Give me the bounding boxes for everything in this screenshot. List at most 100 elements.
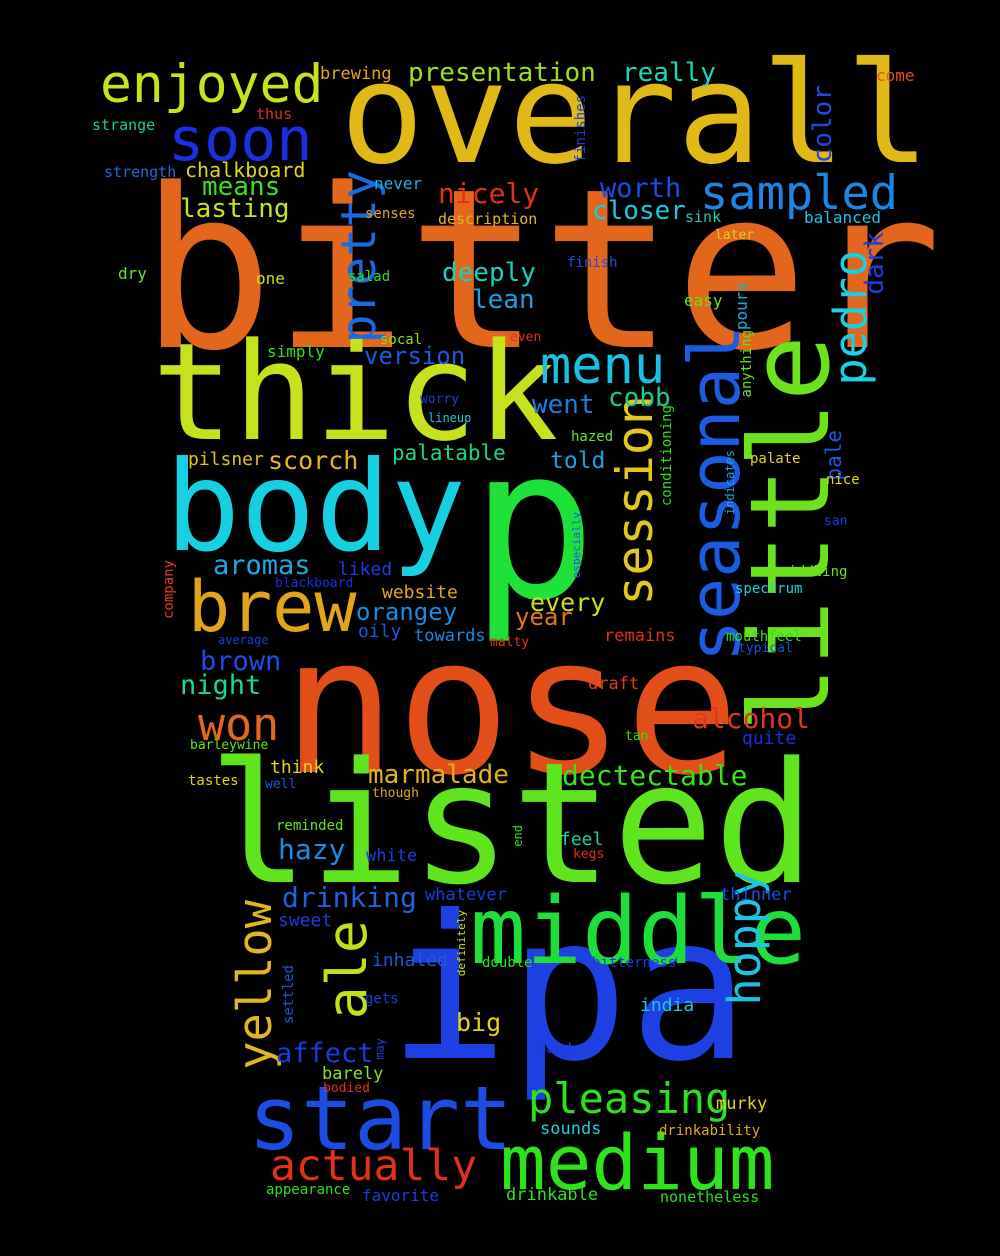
word-hand: hand (538, 1041, 572, 1057)
word-deeply: deeply (442, 258, 536, 288)
word-pretty: pretty (331, 170, 387, 344)
word-nice: nice (826, 472, 860, 488)
word-hazy: hazy (278, 833, 346, 866)
word-alcohol: alcohol (692, 702, 811, 735)
word-menu: menu (540, 336, 666, 396)
word-strange: strange (92, 116, 156, 134)
word-salad: salad (348, 269, 391, 285)
word-went: went (532, 390, 595, 420)
word-enjoyed: enjoyed (100, 54, 324, 115)
word-won: won (198, 698, 280, 751)
word-conditioning: conditioning (659, 405, 675, 507)
word-cobb: cobb (608, 383, 671, 413)
word-reminded: reminded (276, 818, 344, 834)
word-pilsner: pilsner (188, 449, 264, 470)
word-sink: sink (685, 208, 722, 226)
word-double: double (482, 955, 533, 971)
word-medium: medium (500, 1118, 775, 1207)
word-version: version (364, 342, 466, 370)
word-body: body (165, 435, 467, 580)
word-color: color (808, 85, 838, 164)
word-finishes: finishes (573, 95, 589, 163)
word-year: year (515, 603, 573, 631)
word-simply: simply (267, 342, 325, 361)
word-white: white (366, 846, 418, 866)
word-palatable: palatable (392, 441, 506, 465)
word-palate: palate (750, 451, 801, 467)
word-middling: middling (780, 564, 848, 580)
word-means: means (202, 172, 281, 202)
word-tan: tan (625, 729, 649, 744)
word-towards: towards (414, 626, 486, 646)
word-come: come (876, 66, 915, 85)
word-settled: settled (281, 965, 297, 1025)
word-hazed: hazed (571, 429, 614, 445)
word-listed: listed (208, 726, 815, 922)
word-presentation: presentation (408, 58, 596, 88)
word-sampled: sampled (700, 166, 899, 221)
word-bitterness: bitterness (592, 955, 677, 971)
word-drinking: drinking (282, 881, 417, 914)
word-affect: affect (276, 1038, 374, 1069)
word-dectectable: dectectable (562, 759, 748, 792)
word-quite: quite (742, 728, 797, 749)
word-website: website (382, 582, 458, 603)
word-end: end (511, 825, 525, 847)
word-kegs: kegs (573, 847, 605, 862)
word-pleasing: pleasing (528, 1074, 731, 1123)
word-later: later (715, 228, 755, 243)
word-one: one (256, 269, 285, 288)
word-easy: easy (684, 291, 723, 310)
word-sweet: sweet (278, 910, 333, 931)
word-senses: senses (365, 206, 416, 222)
word-even: even (510, 330, 542, 345)
word-socal: socal (380, 332, 423, 348)
word-brown: brown (200, 646, 282, 677)
word-murky: murky (716, 1094, 768, 1114)
word-thick: thick (152, 314, 559, 471)
word-session: session (606, 395, 664, 606)
word-favorite: favorite (362, 1186, 440, 1205)
word-well: well (265, 777, 297, 792)
word-oily: oily (358, 621, 402, 642)
word-chalkboard: chalkboard (185, 158, 306, 182)
word-nonetheless: nonetheless (660, 1188, 760, 1206)
word-lean: lean (472, 285, 535, 315)
word-gets: gets (365, 991, 399, 1007)
word-worry: worry (420, 392, 460, 407)
word-typical: typical (738, 641, 793, 656)
word-bodied: bodied (323, 1081, 370, 1096)
word-lasting: lasting (180, 194, 290, 224)
word-brewing: brewing (320, 64, 392, 84)
word-yellow: yellow (228, 900, 283, 1070)
word-balanced: balanced (804, 208, 882, 227)
word-marmalade: marmalade (368, 760, 509, 790)
word-finish: finish (567, 255, 618, 271)
word-start: start (248, 1067, 513, 1170)
word-description: description (438, 210, 538, 228)
word-actually: actually (270, 1141, 478, 1191)
word-night: night (180, 670, 262, 701)
word-scorch: scorch (268, 446, 359, 475)
word-think: think (270, 757, 325, 778)
word-thus: thus (256, 105, 293, 123)
word-nicely: nicely (438, 177, 540, 210)
word-ipa: ipa (388, 873, 750, 1106)
word-though: though (372, 786, 419, 801)
word-liked: liked (338, 559, 393, 580)
word-really: really (622, 58, 716, 88)
word-san: san (824, 514, 848, 529)
word-feel: feel (560, 829, 604, 850)
word-anything: anything (739, 330, 755, 398)
word-especially: especially (570, 512, 583, 579)
word-remains: remains (604, 626, 676, 646)
word-orangey: orangey (356, 598, 458, 626)
word-appearance: appearance (266, 1182, 351, 1198)
word-middle: middle (470, 877, 806, 985)
word-tastes: tastes (188, 773, 239, 789)
word-worth: worth (600, 173, 682, 204)
word-mouthfeel: mouthfeel (726, 629, 802, 645)
word-dark: dark (860, 232, 890, 295)
word-drinkable: drinkable (506, 1185, 599, 1205)
word-aromas: aromas (213, 550, 311, 581)
